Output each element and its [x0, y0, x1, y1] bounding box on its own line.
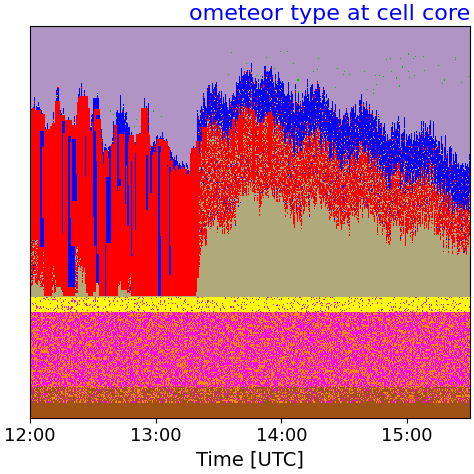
X-axis label: Time [UTC]: Time [UTC]: [196, 451, 304, 470]
Text: ometeor type at cell core: ometeor type at cell core: [189, 4, 470, 24]
